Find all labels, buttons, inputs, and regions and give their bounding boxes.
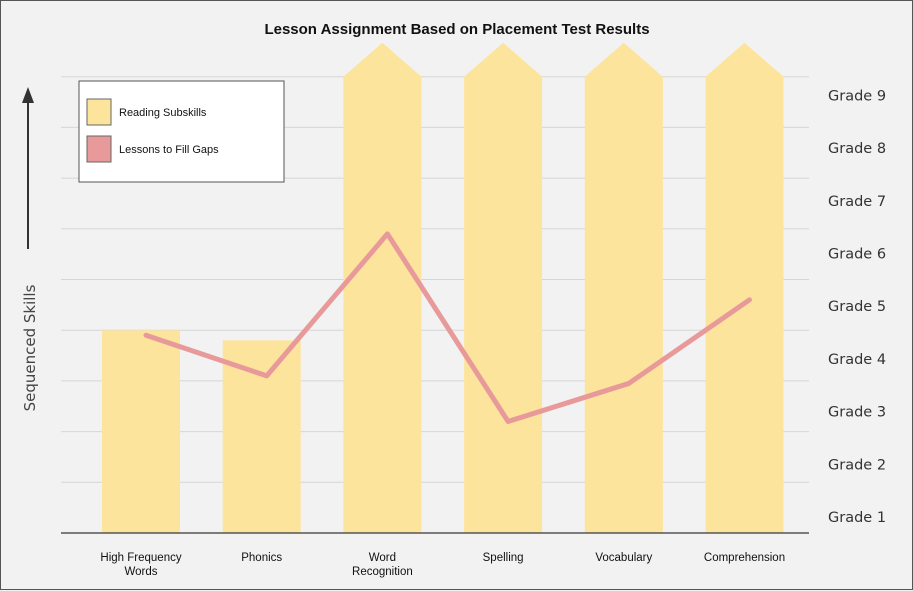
legend-swatch-reading-subskills xyxy=(86,98,112,126)
y-tick-label: Grade 6 xyxy=(828,247,886,263)
y-axis-arrow-icon xyxy=(22,87,34,103)
x-tick-label: Phonics xyxy=(241,552,282,564)
bars xyxy=(102,42,784,533)
y-tick-label: Grade 5 xyxy=(828,299,886,315)
x-tick-label: Word Recognition xyxy=(352,552,413,578)
legend-label-lessons-to-fill-gaps: Lessons to Fill Gaps xyxy=(119,144,219,156)
bar-reading-subskill xyxy=(464,42,543,533)
y-tick-label: Grade 4 xyxy=(828,352,886,368)
y-tick-label: Grade 2 xyxy=(828,457,886,473)
bar-reading-subskill xyxy=(102,330,180,533)
bar-reading-subskill xyxy=(222,340,301,533)
y-axis-label: Sequenced Skills xyxy=(21,284,39,411)
x-tick-label: Spelling xyxy=(483,552,524,564)
chart-title: Lesson Assignment Based on Placement Tes… xyxy=(264,21,649,38)
y-tick-labels: Grade 1 Grade 2 Grade 3 Grade 4 Grade 5 Grade… xyxy=(828,88,886,526)
y-tick-label: Grade 3 xyxy=(828,405,886,421)
legend: Reading Subskills Lessons to Fill Gaps xyxy=(78,80,285,183)
y-tick-label: Grade 8 xyxy=(828,141,886,157)
y-axis-label-group: Sequenced Skills xyxy=(21,87,39,411)
bar-reading-subskill xyxy=(343,42,422,533)
x-tick-labels: High Frequency Words Phonics Word Recognitio… xyxy=(100,552,785,578)
legend-swatch-lessons-to-fill-gaps xyxy=(86,135,112,163)
y-tick-label: Grade 7 xyxy=(828,194,886,210)
bar-reading-subskill xyxy=(705,42,784,533)
bar-reading-subskill xyxy=(584,42,663,533)
x-tick-label: Vocabulary xyxy=(595,552,652,564)
gap-lessons-line xyxy=(143,231,752,424)
y-tick-label: Grade 1 xyxy=(828,510,886,526)
legend-label-reading-subskills: Reading Subskills xyxy=(119,107,207,119)
line-series-lessons xyxy=(143,231,752,424)
y-tick-label: Grade 9 xyxy=(828,88,886,104)
x-tick-label: Comprehension xyxy=(704,552,785,564)
legend-box xyxy=(78,80,285,183)
x-tick-label: High Frequency Words xyxy=(100,552,181,578)
